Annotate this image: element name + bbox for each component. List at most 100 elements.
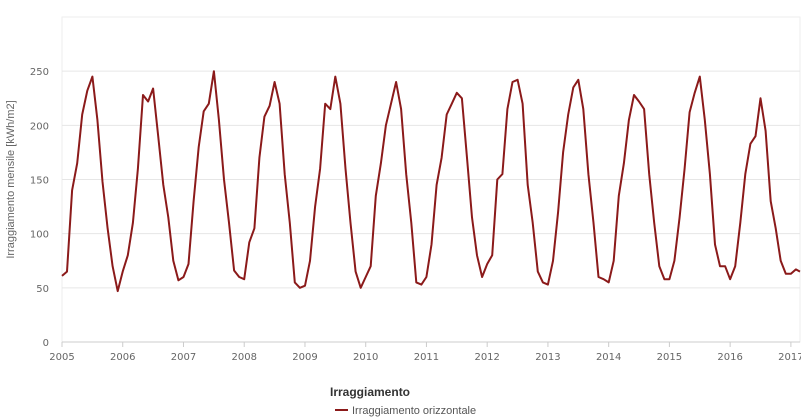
data-point[interactable] [753, 133, 759, 139]
data-point[interactable] [145, 99, 151, 105]
data-point[interactable] [256, 155, 262, 161]
data-point[interactable] [626, 117, 632, 123]
data-point[interactable] [484, 261, 490, 267]
data-point[interactable] [747, 141, 753, 147]
data-point[interactable] [641, 106, 647, 112]
data-point[interactable] [474, 252, 480, 258]
data-point[interactable] [358, 285, 364, 291]
legend-series-label[interactable]: Irraggiamento orizzontale [352, 405, 476, 417]
data-point[interactable] [105, 225, 111, 231]
data-point[interactable] [413, 279, 419, 285]
data-point[interactable] [666, 276, 672, 282]
data-point[interactable] [788, 271, 794, 277]
data-point[interactable] [312, 204, 318, 210]
data-point[interactable] [591, 220, 597, 226]
data-point[interactable] [94, 117, 100, 123]
data-point[interactable] [115, 288, 121, 294]
data-point[interactable] [216, 117, 222, 123]
data-point[interactable] [59, 273, 65, 279]
data-point[interactable] [596, 274, 602, 280]
data-point[interactable] [444, 112, 450, 118]
data-point[interactable] [722, 263, 728, 269]
data-point[interactable] [439, 155, 445, 161]
data-point[interactable] [545, 282, 551, 288]
data-point[interactable] [758, 95, 764, 101]
data-point[interactable] [403, 171, 409, 177]
data-point[interactable] [69, 187, 75, 193]
data-point[interactable] [181, 274, 187, 280]
data-point[interactable] [454, 90, 460, 96]
data-point[interactable] [327, 106, 333, 112]
data-point[interactable] [469, 214, 475, 220]
data-point[interactable] [261, 114, 267, 120]
data-point[interactable] [343, 166, 349, 172]
data-point[interactable] [418, 282, 424, 288]
data-point[interactable] [322, 101, 328, 107]
data-point[interactable] [231, 268, 237, 274]
data-point[interactable] [773, 225, 779, 231]
data-point[interactable] [585, 171, 591, 177]
data-point[interactable] [221, 177, 227, 183]
data-point[interactable] [555, 209, 561, 215]
legend[interactable]: Irraggiamento Irraggiamento orizzontale [330, 385, 476, 417]
data-point[interactable] [575, 77, 581, 83]
data-point[interactable] [74, 160, 80, 166]
data-point[interactable] [186, 261, 192, 267]
data-point[interactable] [671, 258, 677, 264]
data-point[interactable] [348, 220, 354, 226]
data-point[interactable] [130, 220, 136, 226]
data-point[interactable] [646, 171, 652, 177]
data-point[interactable] [560, 149, 566, 155]
data-point[interactable] [155, 133, 161, 139]
data-point[interactable] [783, 271, 789, 277]
data-point[interactable] [687, 109, 693, 115]
data-point[interactable] [292, 279, 298, 285]
data-point[interactable] [601, 276, 607, 282]
data-point[interactable] [100, 179, 106, 185]
data-point[interactable] [373, 193, 379, 199]
data-point[interactable] [606, 279, 612, 285]
data-point[interactable] [378, 160, 384, 166]
data-point[interactable] [494, 177, 500, 183]
data-point[interactable] [110, 263, 116, 269]
data-point[interactable] [79, 112, 85, 118]
data-point[interactable] [697, 74, 703, 80]
data-point[interactable] [768, 198, 774, 204]
data-point[interactable] [383, 122, 389, 128]
data-point[interactable] [165, 214, 171, 220]
data-point[interactable] [570, 84, 576, 90]
data-point[interactable] [150, 86, 156, 92]
data-point[interactable] [388, 101, 394, 107]
data-point[interactable] [692, 90, 698, 96]
data-point[interactable] [175, 277, 181, 283]
data-point[interactable] [707, 171, 713, 177]
data-point[interactable] [499, 171, 505, 177]
data-point[interactable] [459, 95, 465, 101]
data-point[interactable] [525, 182, 531, 188]
data-point[interactable] [368, 263, 374, 269]
data-point[interactable] [201, 108, 207, 114]
data-point[interactable] [307, 258, 313, 264]
data-point[interactable] [530, 220, 536, 226]
data-point[interactable] [621, 160, 627, 166]
data-point[interactable] [363, 274, 369, 280]
data-point[interactable] [84, 88, 90, 94]
data-point[interactable] [510, 79, 516, 85]
data-point[interactable] [515, 77, 521, 83]
data-point[interactable] [464, 155, 470, 161]
data-point[interactable] [763, 128, 769, 134]
data-point[interactable] [651, 220, 657, 226]
data-point[interactable] [727, 276, 733, 282]
data-point[interactable] [504, 106, 510, 112]
data-point[interactable] [272, 79, 278, 85]
data-point[interactable] [737, 220, 743, 226]
data-point[interactable] [398, 106, 404, 112]
data-point[interactable] [631, 92, 637, 98]
data-point[interactable] [408, 220, 414, 226]
data-point[interactable] [423, 274, 429, 280]
data-point[interactable] [140, 92, 146, 98]
data-point[interactable] [246, 239, 252, 245]
data-point[interactable] [732, 263, 738, 269]
data-point[interactable] [196, 144, 202, 150]
data-point[interactable] [479, 274, 485, 280]
